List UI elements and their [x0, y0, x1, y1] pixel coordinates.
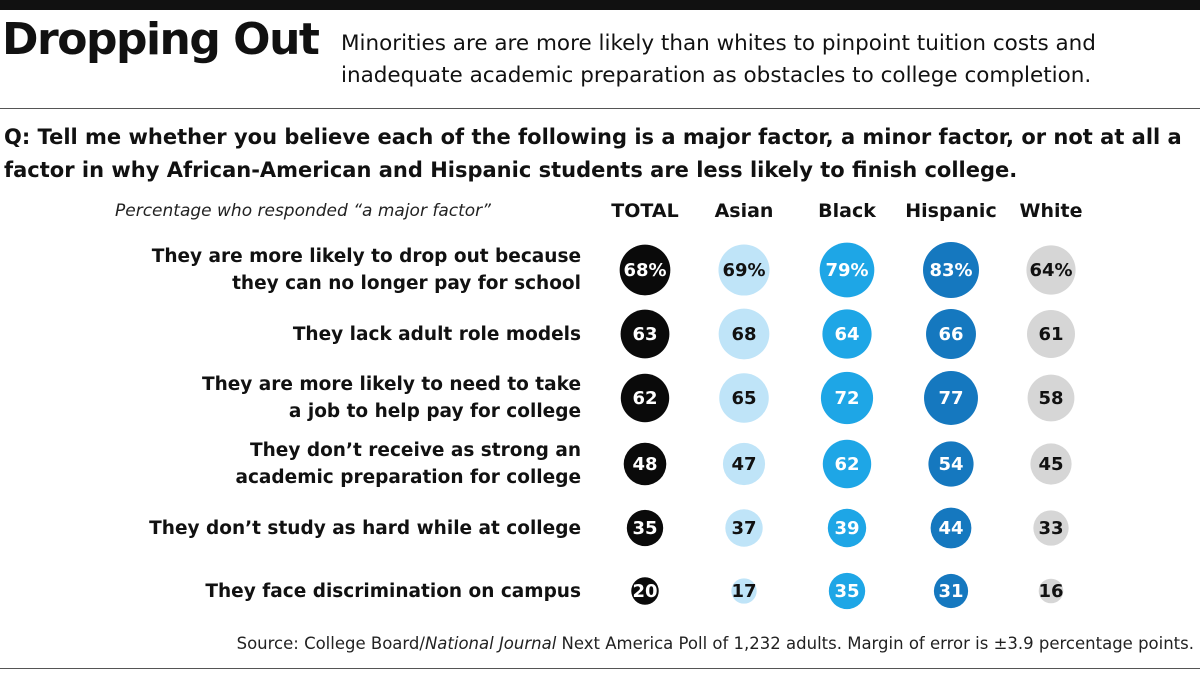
bubble-asian [731, 578, 757, 604]
chart-title: Dropping Out [2, 14, 320, 65]
bubble-total [619, 244, 671, 296]
bubble-value-label: 69% [722, 260, 765, 281]
column-header-black: Black [818, 200, 876, 222]
source-note: Source: College Board/National Journal N… [237, 634, 1194, 653]
bubble-value-label: 35 [632, 518, 657, 539]
bubble-value-label: 45 [1038, 454, 1063, 475]
bubble-black [828, 572, 866, 610]
column-header-hispanic: Hispanic [905, 200, 997, 222]
row-label: They don’t receive as strong an academic … [111, 437, 581, 491]
bubble-value-label: 64% [1029, 260, 1072, 281]
column-header-asian: Asian [714, 200, 774, 222]
bubble-value-label: 17 [731, 581, 756, 602]
bubble-value-label: 58 [1038, 388, 1063, 409]
bubble-value-label: 64 [834, 324, 859, 345]
bubble-value-label: 83% [929, 260, 972, 281]
bubble-black [827, 508, 867, 548]
survey-question: Q: Tell me whether you believe each of t… [4, 125, 1182, 182]
row-label: They face discrimination on campus [111, 578, 581, 605]
bubble-total [631, 577, 659, 605]
row-label-line: They lack adult role models [292, 323, 581, 345]
bubble-white [1030, 443, 1072, 485]
bubble-black [822, 309, 872, 359]
bubble-value-label: 62 [632, 388, 657, 409]
bubble-value-label: 16 [1038, 581, 1063, 602]
bubble-value-label: 62 [834, 454, 859, 475]
bubble-value-label: 20 [632, 581, 657, 602]
row-label-line: academic preparation for college [235, 467, 581, 488]
bubble-hispanic [926, 309, 976, 359]
bubble-black [820, 371, 874, 425]
column-header-white: White [1019, 200, 1083, 222]
bubble-value-label: 54 [938, 454, 963, 475]
bubble-white [1027, 310, 1075, 358]
bubble-value-label: 77 [938, 388, 963, 409]
row-label: They are more likely to drop out because… [111, 243, 581, 297]
bubble-value-label: 31 [938, 581, 963, 602]
bubble-hispanic [928, 441, 974, 487]
chart-subtitle: Minorities are are more likely than whit… [341, 31, 1096, 88]
bubble-total [623, 442, 667, 486]
bubble-white [1038, 578, 1064, 604]
bubble-value-label: 65 [731, 388, 756, 409]
bubble-value-label: 48 [632, 454, 657, 475]
bubble-total [620, 373, 670, 423]
source-publication: National Journal [424, 634, 557, 653]
divider [0, 108, 1200, 109]
row-label-line: a job to help pay for college [288, 401, 581, 422]
bubble-black [822, 439, 872, 489]
bubble-value-label: 47 [731, 454, 756, 475]
percentage-note: Percentage who responded “a major factor… [115, 201, 491, 221]
bubble-value-label: 33 [1038, 518, 1063, 539]
bubble-value-label: 35 [834, 581, 859, 602]
bottom-rule [0, 668, 1200, 669]
row-label-line: They don’t study as hard while at colleg… [149, 517, 581, 539]
bubble-hispanic [924, 371, 978, 425]
bubble-asian [718, 244, 770, 296]
bubble-white [1033, 510, 1069, 546]
bubble-value-label: 63 [632, 324, 657, 345]
bubble-asian [725, 509, 763, 547]
bubble-hispanic [930, 507, 972, 549]
bubble-asian [719, 373, 769, 423]
bubble-value-label: 37 [731, 518, 756, 539]
source-suffix: Next America Poll of 1,232 adults. Margi… [556, 634, 1194, 653]
bubble-value-label: 68 [731, 324, 756, 345]
bubble-value-label: 66 [938, 324, 963, 345]
row-label-line: they can no longer pay for school [232, 273, 581, 294]
bubble-value-label: 61 [1038, 324, 1063, 345]
row-label: They are more likely to need to take a jo… [111, 371, 581, 425]
column-header-total: TOTAL [611, 200, 679, 222]
bubble-value-label: 39 [834, 518, 859, 539]
bubble-white [1027, 374, 1075, 422]
bubble-value-label: 44 [938, 518, 963, 539]
bubble-asian [722, 442, 766, 486]
bubble-hispanic [933, 573, 969, 609]
bubble-total [620, 309, 670, 359]
row-label-line: They are more likely to drop out because [151, 246, 581, 267]
bubble-white [1026, 245, 1076, 295]
bubble-value-label: 72 [834, 388, 859, 409]
bubble-hispanic [923, 242, 979, 298]
bubble-value-label: 68% [623, 260, 666, 281]
row-label-line: They face discrimination on campus [205, 580, 581, 602]
source-prefix: Source: College Board/ [236, 634, 425, 653]
bubble-total [626, 509, 664, 547]
row-label: They lack adult role models [111, 321, 581, 348]
bubble-value-label: 79% [825, 260, 868, 281]
bubble-black [819, 242, 875, 298]
row-label-line: They don’t receive as strong an [250, 440, 581, 461]
row-label: They don’t study as hard while at colleg… [111, 515, 581, 542]
row-label-line: They are more likely to need to take [201, 374, 581, 395]
bubble-asian [718, 308, 770, 360]
top-rule [0, 0, 1200, 10]
